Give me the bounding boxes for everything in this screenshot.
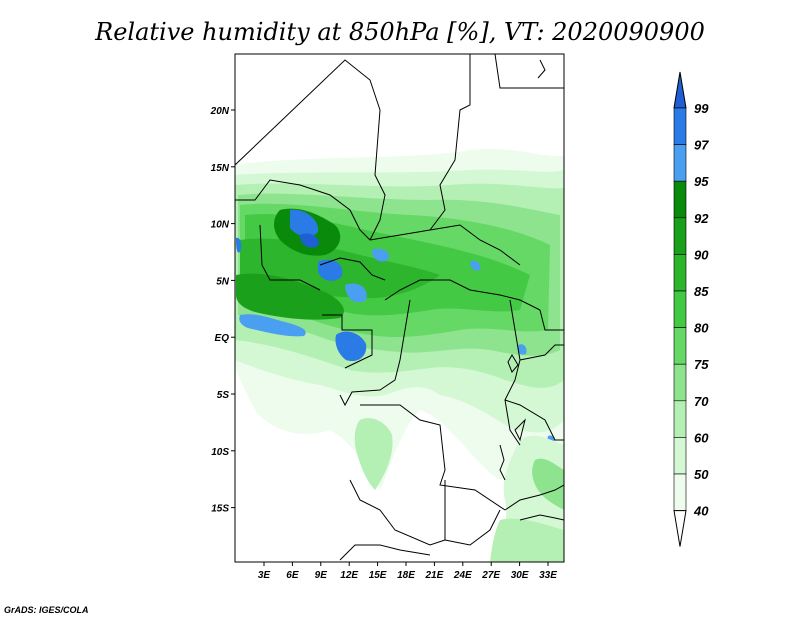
lat-tick-label: 5S [217,390,230,401]
colorbar-label: 99 [694,101,709,116]
lon-tick-label: 33E [539,570,557,581]
lon-tick-label: 12E [340,570,358,581]
colorbar-top-arrow [673,71,687,109]
humidity-field [235,148,564,562]
latitude-axis: 20N 15N 10N 5N EQ 5S 10S 15S [210,106,235,515]
lon-tick-label: 24E [453,570,472,581]
colorbar-label: 70 [694,394,709,409]
colorbar-segment [673,290,687,328]
lat-tick-label: 20N [210,106,230,117]
colorbar: 99 97 95 92 90 85 80 75 70 60 50 40 [673,71,709,547]
colorbar-segment [673,180,687,219]
lon-tick-label: 3E [258,570,271,581]
longitude-axis: 3E 6E 9E 12E 15E 18E 21E 24E 27E 30E 33E [258,562,557,581]
map-frame [234,53,565,563]
colorbar-label: 95 [694,174,709,189]
colorbar-segment [673,144,687,182]
footer-credit: GrADS: IGES/COLA [4,605,89,615]
colorbar-label: 90 [694,247,709,262]
country-borders [235,54,564,561]
colorbar-label: 97 [694,138,709,153]
lon-tick-label: 15E [369,570,387,581]
colorbar-label: 80 [694,321,709,336]
colorbar-bottom-arrow [673,510,687,547]
lon-tick-label: 21E [425,570,444,581]
lon-tick-label: 27E [481,570,500,581]
colorbar-segment [673,363,687,402]
colorbar-segment [673,473,687,511]
lon-tick-label: 30E [511,570,529,581]
colorbar-segment [673,437,687,475]
lon-tick-label: 18E [397,570,415,581]
colorbar-label: 92 [694,211,709,226]
colorbar-segment [673,400,687,438]
map-title: Relative humidity at 850hPa [%], VT: 202… [94,18,705,46]
lat-tick-label: 15S [211,504,229,515]
lat-tick-label: 10S [211,447,229,458]
colorbar-segment [673,107,687,145]
colorbar-segment [673,217,687,255]
colorbar-label: 50 [694,467,709,482]
colorbar-segment [673,254,687,292]
lat-tick-label: EQ [215,333,230,344]
lon-tick-label: 6E [286,570,299,581]
colorbar-label: 75 [694,357,709,372]
lat-tick-label: 10N [211,220,230,231]
colorbar-label: 40 [693,504,709,519]
lon-tick-label: 9E [315,570,328,581]
lat-tick-label: 15N [211,163,230,174]
colorbar-label: 85 [694,284,709,299]
colorbar-label: 60 [694,430,709,445]
colorbar-segment [673,327,687,365]
lat-tick-label: 5N [216,276,230,287]
